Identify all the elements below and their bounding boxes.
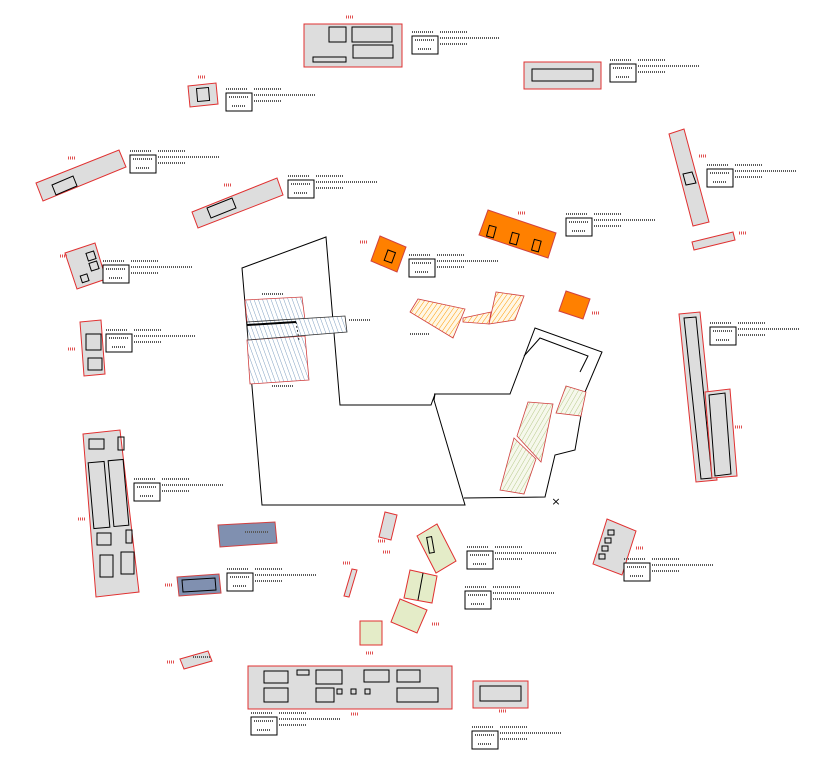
building-orange-right	[558, 290, 591, 320]
legend-orange-small	[408, 254, 499, 278]
origin-marker-icon: ×	[551, 495, 560, 508]
building-top-right	[523, 61, 602, 90]
building-top-center	[303, 23, 403, 68]
building-left-wide	[35, 149, 127, 202]
building-right-vertical	[668, 128, 710, 227]
legend-right-long	[709, 322, 800, 346]
legend-green-1	[466, 546, 557, 570]
building-green-1	[416, 523, 457, 574]
building-bottom-wide	[247, 665, 453, 710]
building-right-small	[592, 518, 637, 576]
building-orange-small	[370, 235, 407, 273]
building-bottom-right	[472, 680, 529, 709]
building-center-left	[191, 177, 284, 229]
building-strip-2	[343, 568, 358, 598]
legend-bottom-right	[471, 726, 562, 750]
legend-left-middle	[105, 329, 196, 353]
legend-green-2	[464, 586, 555, 610]
building-blue-lower	[176, 573, 222, 597]
legend-right-vertical	[706, 164, 797, 188]
building-green-2	[403, 569, 438, 604]
building-right-bar	[691, 231, 736, 251]
label-blocks	[102, 31, 800, 750]
legend-right-small	[623, 558, 714, 582]
orange-hatched-zones	[409, 291, 525, 339]
legend-left-wide	[129, 150, 220, 174]
legend-upper-left	[225, 88, 316, 112]
building-left-small	[64, 242, 107, 290]
building-strip-1	[378, 511, 398, 541]
legend-top-center	[411, 31, 500, 55]
building-green-4	[359, 620, 383, 646]
legend-blue	[226, 568, 317, 592]
legend-left-tall	[133, 478, 224, 502]
building-left-middle	[79, 319, 106, 377]
building-strip-3	[179, 650, 213, 670]
red-tick-markers	[60, 15, 747, 716]
green-hatched-zones	[499, 385, 587, 495]
legend-top-right	[609, 59, 700, 83]
building-left-tall	[82, 429, 140, 598]
building-orange-large	[478, 209, 557, 259]
legend-left-small	[102, 260, 193, 284]
building-right-long	[678, 311, 738, 483]
blue-hatched-zones	[244, 296, 348, 385]
building-green-3	[390, 598, 428, 634]
legend-orange-large	[565, 213, 656, 237]
building-upper-left-small	[187, 82, 219, 108]
building-blue-upper	[217, 521, 278, 548]
legend-center-left	[287, 175, 378, 199]
legend-bottom-wide	[250, 712, 341, 736]
